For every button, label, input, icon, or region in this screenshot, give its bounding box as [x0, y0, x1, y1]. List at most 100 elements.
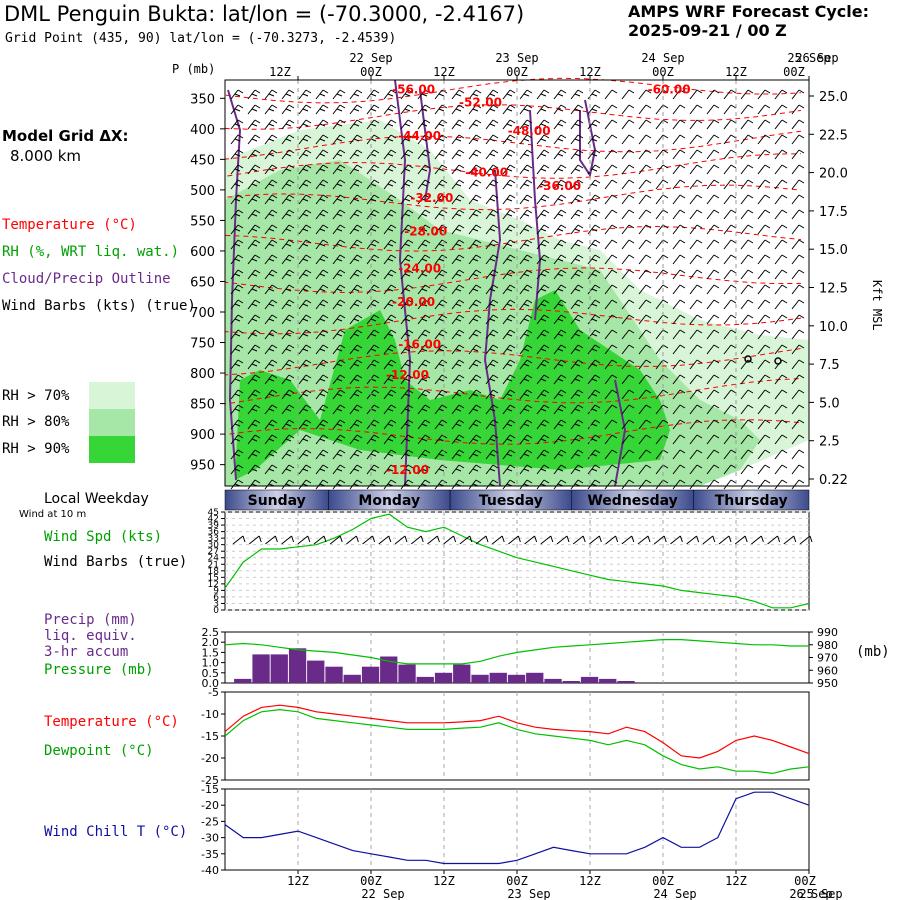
wind-barb: [298, 134, 312, 145]
wind-barb: [689, 179, 703, 190]
wind-barb: [791, 179, 805, 190]
wind-barb: [587, 239, 601, 250]
wind-barb: [400, 179, 414, 190]
wind-barb: [536, 374, 550, 385]
wind-barb: [247, 359, 261, 370]
wind-barb: [706, 149, 720, 160]
surface-wind-barb: [734, 535, 748, 545]
dewpoint-line: [224, 708, 810, 775]
wind-barb: [434, 194, 448, 205]
wind-barb: [400, 284, 414, 295]
surface-wind-barb: [718, 535, 732, 545]
wind-barb: [536, 314, 550, 325]
wind-barb: [570, 104, 584, 115]
wind-barb: [468, 239, 482, 250]
wind-barb: [417, 224, 431, 235]
wind-barb: [434, 434, 448, 445]
wind-barb: [349, 164, 363, 175]
wind-barb: [332, 314, 346, 325]
wind-barbs-label: Wind Barbs (true): [44, 554, 188, 570]
wind-barb: [417, 269, 431, 280]
legend-rh: RH (%, WRT liq. wat.): [2, 244, 180, 260]
wind-barb: [349, 119, 363, 130]
wind-barb: [366, 359, 380, 370]
wind-barb: [383, 104, 397, 115]
precip-bar: [398, 664, 416, 683]
wind-barb: [332, 464, 346, 475]
wind-barb: [638, 224, 652, 235]
wind-tick-label: 45: [208, 508, 219, 518]
wind-barb: [604, 134, 618, 145]
wind-barb: [264, 224, 278, 235]
wind-barb: [604, 419, 618, 430]
wind-barb: [536, 254, 550, 265]
wind-barb: [740, 374, 754, 385]
wind-barb: [315, 329, 329, 340]
wind-barb: [332, 104, 346, 115]
wind-barb: [536, 134, 550, 145]
wind-barb: [485, 134, 499, 145]
wind-barb: [621, 194, 635, 205]
wind-barb: [740, 149, 754, 160]
surface-wind-barb: [443, 535, 457, 545]
surface-wind-barb: [637, 535, 651, 545]
wind-barb: [621, 374, 635, 385]
wind-barb: [587, 149, 601, 160]
wind-barb: [791, 149, 805, 160]
wind-barb: [400, 314, 414, 325]
wind-barb: [332, 179, 346, 190]
wind-barb: [553, 269, 567, 280]
wind-barb: [417, 329, 431, 340]
wind-barb: [451, 389, 465, 400]
wind-barb: [672, 359, 686, 370]
wind-barb: [281, 254, 295, 265]
wind-barb: [553, 284, 567, 295]
wind-barb: [468, 209, 482, 220]
surface-wind-barb: [427, 535, 440, 545]
wind-barb: [451, 194, 465, 205]
wind-barb: [281, 299, 295, 310]
temperature-tick-label: -15: [201, 730, 219, 743]
wind-barb: [570, 179, 584, 190]
bottom-hour-label: 00Z: [360, 874, 382, 888]
wind-barb: [553, 149, 567, 160]
wind-barb: [706, 134, 720, 145]
wind-barb: [417, 209, 431, 220]
wind-barb: [638, 374, 652, 385]
wind-barb: [638, 404, 652, 415]
wind-barb: [468, 374, 482, 385]
wind-barb: [706, 344, 720, 355]
wind-barb: [604, 104, 618, 115]
wind-barb: [502, 269, 516, 280]
wind-barb: [689, 449, 703, 460]
wind-barb: [706, 89, 720, 100]
wind-barb: [638, 449, 652, 460]
wind-barb: [230, 89, 244, 100]
wind-barb: [689, 164, 703, 175]
wind-barb: [247, 104, 261, 115]
wind-barb: [383, 194, 397, 205]
wind-barb: [689, 224, 703, 235]
wind-barb: [383, 179, 397, 190]
wind-barb: [468, 179, 482, 190]
surface-wind-barb: [799, 535, 813, 545]
wind-barb: [264, 209, 278, 220]
wind-barb: [553, 164, 567, 175]
wind-barb: [553, 359, 567, 370]
wind-barb: [774, 104, 788, 115]
wind-barb: [417, 119, 431, 130]
wind-barb: [298, 419, 312, 430]
wind-barb: [604, 224, 618, 235]
cloud-outline: [419, 89, 432, 201]
wind-barb: [689, 284, 703, 295]
wind-barb: [281, 389, 295, 400]
wind-barb: [757, 224, 771, 235]
wind-barb: [366, 209, 380, 220]
wind-barb: [485, 209, 499, 220]
wind-barb: [791, 314, 805, 325]
wind-barb: [264, 374, 278, 385]
wind-barb: [604, 119, 618, 130]
wind-barb: [485, 224, 499, 235]
wind-barb: [757, 269, 771, 280]
wind-barb: [468, 464, 482, 475]
